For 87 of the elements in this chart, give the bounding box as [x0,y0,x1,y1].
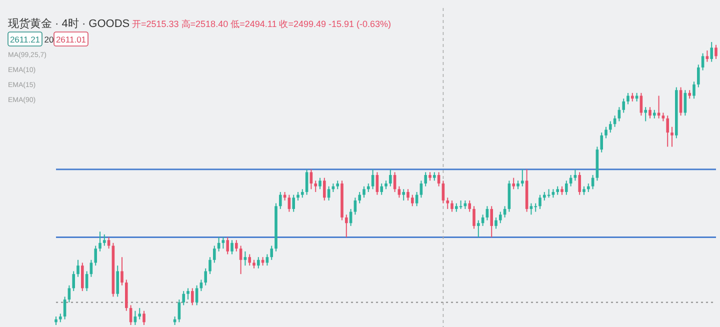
candlestick [600,132,603,153]
candlestick [195,284,198,306]
candlestick [679,86,682,116]
candlestick [76,259,80,278]
chart-title: 现货黄金 · 4时 · GOODS [8,17,130,30]
candlestick [204,268,207,286]
candlestick [666,115,669,148]
candlestick [68,284,71,303]
candlestick [494,216,498,230]
candlestick [512,177,515,190]
candlestick [420,180,423,198]
candlestick [697,64,700,88]
candlestick [310,168,313,190]
candlestick [270,245,273,260]
candlestick [354,197,357,216]
candlestick [142,310,146,326]
candlestick [358,191,361,204]
candlestick [398,186,401,198]
candlestick [371,168,374,190]
candlestick [490,206,493,238]
candlestick [116,265,119,298]
candlestick [644,106,647,122]
candlestick [292,194,295,212]
candlestick [230,240,234,255]
candlestick [138,308,141,320]
candlestick [578,172,581,196]
candlestick [244,250,247,266]
candlestick [670,126,674,148]
candlestick [389,168,392,187]
candlestick [81,262,84,292]
candlestick [622,98,625,114]
candlestick [538,194,542,210]
candlestick [626,92,630,105]
candlestick [235,240,238,252]
chart-subtitle: 开=2515.33 高=2518.40 低=2494.11 收=2499.49 -15.91 (-0.63%) [132,19,392,29]
candlestick [574,168,577,182]
text: 20 [44,34,54,44]
candlestick [186,288,190,300]
candlestick [604,126,608,139]
candlestick [318,177,322,190]
candlestick [248,254,251,266]
candlestick [411,194,414,207]
candlestick [701,52,704,71]
annotation: 2611.01 [56,34,86,44]
candlestick [472,206,476,230]
candlestick [468,200,471,212]
candlestick [72,270,75,292]
candlestick [521,168,524,187]
candlestick [305,168,308,196]
candlestick [213,245,216,264]
candlestick [424,172,427,187]
candlestick [450,200,454,212]
candlestick [648,106,652,119]
candlestick [499,211,502,224]
candlestick [692,81,696,100]
candlestick [380,183,383,196]
candlestick [191,288,194,306]
candlestick [345,214,348,238]
candlestick [208,256,212,275]
candlestick [530,202,533,216]
candlestick [107,236,110,250]
candlestick [684,90,687,116]
candlestick [714,44,718,60]
candlestick [288,194,291,212]
candlestick [477,220,480,238]
candlestick [710,42,713,62]
candlestick [323,177,326,201]
candlestick [90,259,93,278]
candlestick [226,236,229,255]
candlestick [239,245,242,275]
candlestick [362,186,366,198]
candlestick [103,234,106,246]
candlestick [98,231,102,252]
candlestick [314,180,317,192]
candlestick [706,50,709,62]
candlestick [279,191,282,210]
candlestick [565,180,568,196]
candlestick [222,236,225,250]
candlestick [94,245,97,266]
candlestick [406,188,410,201]
candlestick [182,290,185,306]
candlestick [120,256,124,286]
text: 2611.21 [10,34,40,44]
candlestick [609,120,612,134]
candlestick [402,188,405,201]
candlestick [257,256,260,269]
candlestick [446,197,449,210]
